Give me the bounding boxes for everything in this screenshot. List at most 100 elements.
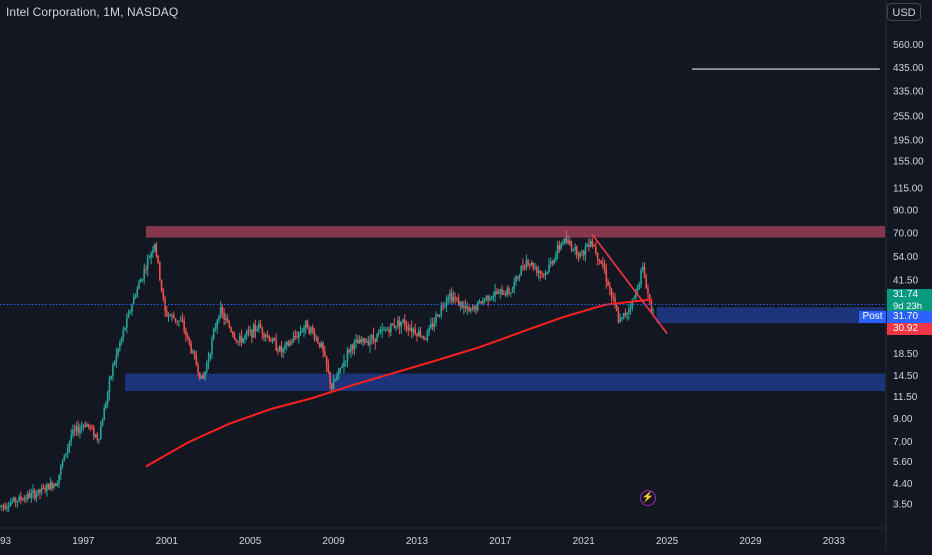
candle-up <box>337 368 340 376</box>
candle-up <box>553 260 555 264</box>
candle-up <box>584 246 587 256</box>
candle-down <box>268 335 271 341</box>
candle-up <box>63 454 66 462</box>
chart-title: Intel Corporation, 1M, NASDAQ <box>6 5 179 19</box>
candle-up <box>131 304 133 312</box>
candle-up <box>499 288 502 292</box>
candle-down <box>155 243 158 256</box>
candle-down <box>605 270 608 282</box>
candle-up <box>299 331 302 333</box>
candle-up <box>40 487 43 493</box>
candle-up <box>494 291 496 297</box>
candle-down <box>648 294 651 303</box>
candle-up <box>445 300 448 306</box>
candle-up <box>572 250 575 252</box>
candle-up <box>515 276 517 283</box>
candle-down <box>202 375 205 379</box>
candle-up <box>278 346 281 351</box>
candle-up <box>353 342 356 350</box>
candle-down <box>190 343 192 353</box>
candle-down <box>93 427 95 437</box>
candle-up <box>490 296 493 300</box>
candle-up <box>35 493 38 499</box>
candle-down <box>603 265 606 271</box>
candles-group <box>0 230 655 513</box>
candle-up <box>103 408 106 421</box>
candle-up <box>362 338 364 342</box>
candle-down <box>536 267 538 273</box>
candle-down <box>33 490 36 499</box>
candle-down <box>595 246 597 253</box>
candle-down <box>410 327 413 332</box>
candle-up <box>341 366 344 368</box>
candle-up <box>466 306 469 309</box>
support-zone <box>656 307 885 324</box>
candle-up <box>579 252 582 257</box>
candle-up <box>426 331 429 340</box>
candle-down <box>577 255 580 257</box>
candle-up <box>56 483 59 486</box>
y-tick-label: 7.00 <box>893 437 913 448</box>
candle-down <box>183 321 185 331</box>
candle-up <box>200 375 203 379</box>
y-tick-label: 155.00 <box>893 156 924 167</box>
candle-down <box>223 313 225 320</box>
candle-up <box>9 502 12 507</box>
candle-down <box>391 323 394 326</box>
candle-up <box>428 327 430 332</box>
candle-up <box>447 297 450 301</box>
candle-up <box>520 266 522 276</box>
candle-down <box>195 355 198 366</box>
candle-up <box>66 447 69 453</box>
candle-down <box>159 261 161 280</box>
candle-down <box>313 331 316 339</box>
candle-down <box>266 335 269 337</box>
candle-up <box>449 293 451 298</box>
candle-up <box>636 288 639 291</box>
candle-down <box>28 493 31 498</box>
candle-up <box>511 288 514 293</box>
candle-down <box>450 293 453 302</box>
candle-up <box>560 243 562 249</box>
candle-up <box>509 292 512 294</box>
candle-up <box>635 290 637 299</box>
candle-down <box>96 434 99 440</box>
candle-up <box>245 331 248 336</box>
candle-down <box>608 285 611 289</box>
candle-up <box>178 320 180 322</box>
candle-up <box>225 318 227 320</box>
candle-up <box>544 272 547 276</box>
candle-up <box>0 505 1 507</box>
currency-button[interactable]: USD <box>887 3 921 21</box>
candle-down <box>237 341 239 343</box>
candle-up <box>122 329 125 338</box>
candle-down <box>647 288 649 295</box>
candle-up <box>376 333 378 342</box>
candle-up <box>537 271 540 273</box>
candle-up <box>238 335 241 342</box>
candle-up <box>534 267 536 269</box>
candle-down <box>181 320 184 322</box>
candle-down <box>87 423 90 427</box>
flash-icon[interactable]: ⚡ <box>640 490 656 506</box>
candle-up <box>640 269 642 285</box>
candle-down <box>364 338 366 343</box>
candle-up <box>94 434 97 437</box>
candle-down <box>398 320 401 327</box>
candle-up <box>108 378 111 393</box>
candle-down <box>522 266 524 268</box>
candle-down <box>240 335 243 343</box>
candle-down <box>318 342 321 348</box>
candle-down <box>607 281 609 286</box>
candle-down <box>251 329 253 338</box>
candle-up <box>440 305 443 315</box>
candle-up <box>72 429 74 436</box>
x-tick-label: 2017 <box>489 536 512 547</box>
candle-up <box>58 474 60 484</box>
candle-down <box>25 498 27 500</box>
candle-up <box>120 337 123 343</box>
x-tick-label: 1993 <box>0 536 12 547</box>
candle-down <box>598 259 601 261</box>
